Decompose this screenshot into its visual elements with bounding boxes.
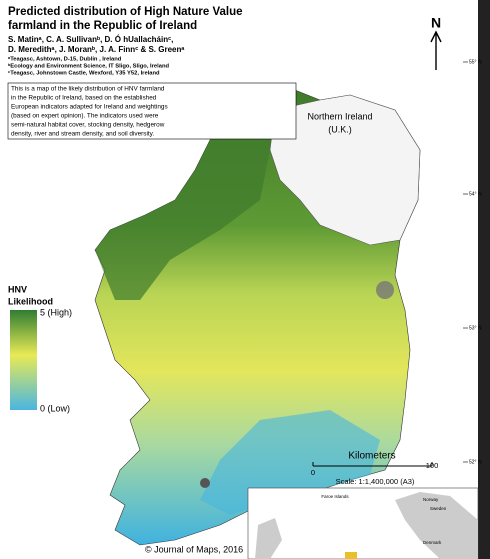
region-label: Northern Ireland — [307, 111, 372, 121]
lat-label: 52° N — [469, 459, 482, 465]
legend-low: 0 (Low) — [40, 403, 70, 413]
description: semi-natural habitat cover, stocking den… — [11, 122, 165, 129]
inset-land — [255, 518, 282, 559]
north-arrow — [430, 30, 442, 70]
inset-label: Norway — [423, 497, 439, 502]
scale-title: Kilometers — [348, 451, 395, 462]
description: density, river and stream density, and s… — [11, 131, 154, 138]
north-label: N — [431, 15, 441, 31]
inset-label: Faroe Islands — [321, 494, 349, 499]
affiliation: ᵃTeagasc, Ashtown, D-15, Dublin , Irelan… — [8, 57, 122, 63]
credit: © Journal of Maps, 2016 — [145, 544, 243, 554]
authors: S. Matinᵃ, C. A. Sullivanᵇ, D. Ó hUallac… — [8, 35, 173, 44]
legend-title: Likelihood — [8, 296, 53, 306]
description-box — [7, 82, 297, 140]
legend-bar — [10, 310, 37, 410]
description: This is a map of the likely distribution… — [11, 86, 165, 93]
inset-highlight — [345, 552, 357, 559]
description: European indicators adapted for Ireland … — [11, 104, 168, 111]
affiliation: ᶜTeagasc, Johnstown Castle, Wexford, Y35… — [8, 71, 160, 77]
dublin — [376, 281, 394, 299]
scale-start: 0 — [311, 468, 315, 477]
northwest-high — [95, 95, 275, 300]
authors: D. Meredithᵃ, J. Moranᵇ, J. A. Finnᶜ & S… — [8, 45, 184, 54]
title: farmland in the Republic of Ireland — [8, 20, 197, 32]
legend-high: 5 (High) — [40, 307, 72, 317]
inset-label: Denmark — [423, 540, 442, 545]
southeast-low — [200, 410, 380, 515]
northern-ireland — [269, 94, 421, 246]
description: (based on expert opinion). The indicator… — [11, 113, 159, 120]
cork — [200, 478, 210, 488]
region-label: (U.K.) — [328, 124, 352, 134]
inset-land — [395, 492, 478, 559]
lat-label: 53° N — [469, 325, 482, 331]
edge — [478, 0, 490, 559]
legend-title: HNV — [8, 284, 27, 294]
scale-end: 100 — [426, 461, 439, 470]
inset-label: Sweden — [430, 506, 447, 511]
scale-ratio: Scale: 1:1,400,000 (A3) — [336, 477, 415, 486]
lat-label: 54° N — [469, 191, 482, 197]
lat-label: 55° N — [469, 59, 482, 65]
title: Predicted distribution of High Nature Va… — [8, 6, 243, 18]
affiliation: ᵇEcology and Environment Science, IT Sli… — [8, 63, 170, 70]
description: in the Republic of Ireland, based on the… — [11, 95, 157, 102]
